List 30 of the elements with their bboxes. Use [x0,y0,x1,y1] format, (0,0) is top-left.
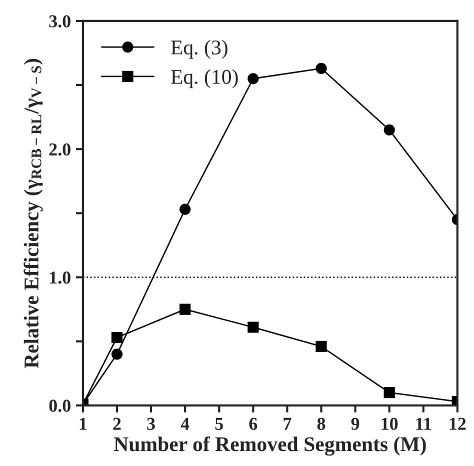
x-tick-label: 3 [147,418,155,430]
point [180,204,191,215]
y-tick-label: 2.0 [49,143,70,156]
x-tick-label: 9 [351,418,360,430]
x-tick-label: 12 [450,418,466,430]
x-tick-label: 11 [416,418,431,430]
y-tick-label: 3.0 [49,15,70,28]
x-tick-label: 10 [382,418,398,430]
point [111,332,123,344]
point [248,322,259,333]
legend-label: Eq. (10) [171,69,238,88]
x-tick-label: 5 [215,418,223,430]
x-tick-label: 4 [180,418,190,430]
point [111,348,123,360]
x-tick-label: 1 [80,418,87,430]
x-axis-title: Number of Removed Segments (M) [114,436,426,456]
x-tick-label: 2 [113,418,121,430]
point [316,62,327,74]
point [180,304,191,315]
point [316,340,327,352]
y-tick-label: 0.0 [49,400,70,412]
x-tick-label: 8 [317,418,326,430]
point [248,73,259,84]
y-axis-title: Relative Efficiency (γ$_{RCB−RL}$/γ$_{V−S}$) [24,58,43,368]
x-tick-label: 6 [249,418,258,430]
point [384,124,395,136]
y-tick-label: 1.0 [50,272,70,284]
legend-label: Eq. (3) [171,40,228,59]
point [384,387,395,398]
x-tick-label: 7 [284,418,292,430]
